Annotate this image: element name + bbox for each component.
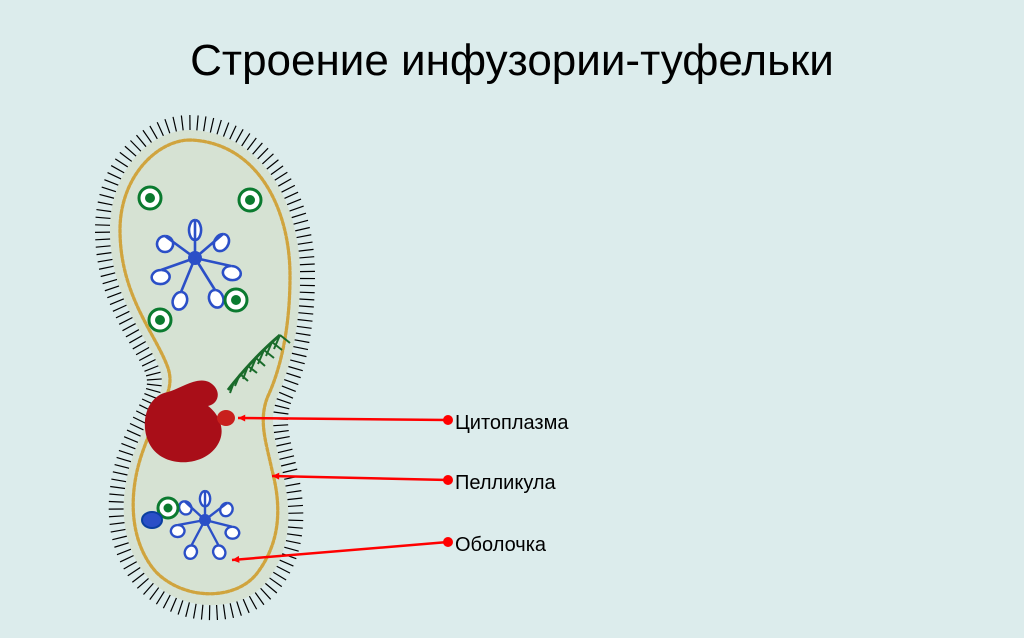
macronucleus <box>145 380 222 462</box>
micronucleus <box>217 410 235 426</box>
label-cytoplasm: Цитоплазма <box>455 412 568 435</box>
label-membrane: Оболочка <box>455 534 546 557</box>
label-pellicle: Пелликула <box>455 472 556 495</box>
small-vacuole <box>142 512 162 528</box>
